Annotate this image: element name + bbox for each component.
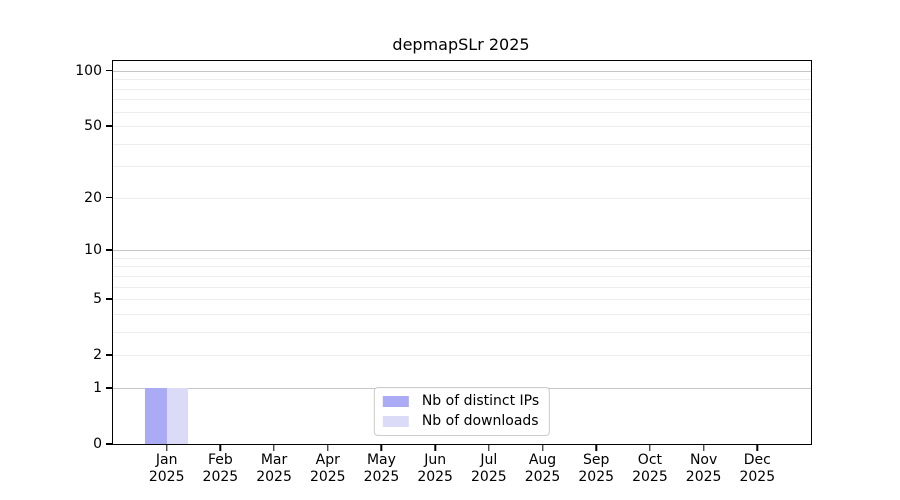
x-tick-month: Oct [637, 452, 663, 468]
bars-layer [113, 61, 811, 444]
minor-gridline [113, 111, 811, 113]
legend-label: Nb of distinct IPs [421, 393, 540, 409]
minor-gridline [113, 88, 811, 90]
minor-gridline [113, 143, 811, 145]
y-tick-label: 0 [93, 436, 102, 452]
x-tick-year: 2025 [578, 469, 615, 485]
chart-title: depmapSLr 2025 [392, 35, 530, 54]
x-tick-mark [649, 444, 651, 451]
x-tick-year: 2025 [309, 469, 346, 485]
legend-swatch [382, 415, 409, 427]
x-tick-year: 2025 [202, 469, 239, 485]
x-tick-label: Jan 2025 [149, 452, 185, 486]
x-tick-mark [380, 444, 383, 451]
minor-gridline [113, 79, 811, 81]
minor-gridline [113, 355, 811, 357]
y-tick-mark [106, 387, 113, 389]
x-tick-year: 2025 [685, 469, 722, 485]
minor-gridline [113, 299, 811, 301]
x-tick-mark [327, 444, 329, 451]
x-tick-mark [219, 444, 222, 451]
x-tick-month: Mar [260, 452, 288, 468]
minor-gridline [113, 286, 811, 288]
major-gridline [113, 250, 811, 252]
y-tick-mark [106, 197, 113, 199]
x-tick-year: 2025 [363, 469, 400, 485]
legend-swatch [382, 395, 409, 407]
y-tick-label: 50 [84, 118, 102, 135]
minor-gridline [113, 257, 811, 259]
minor-gridline [113, 197, 811, 199]
y-tick-mark [106, 125, 113, 127]
x-tick-month: Jan [155, 452, 178, 468]
y-tick-label: 10 [84, 242, 102, 259]
minor-gridline [113, 166, 811, 168]
plot-area: 0 1 2 5 10 20 50 100 Jan 2025 Feb 2025 Mar 2025 Apr 20… [75, 60, 812, 485]
x-tick-month: Feb [207, 452, 233, 468]
x-tick-mark [595, 444, 597, 451]
x-tick-month: Nov [689, 452, 718, 468]
x-tick-year: 2025 [524, 469, 561, 485]
y-tick-mark [106, 354, 113, 356]
minor-gridline [113, 266, 811, 268]
y-tick-mark [106, 70, 113, 72]
x-tick-year: 2025 [471, 469, 507, 485]
y-tick-label: 2 [93, 347, 102, 364]
x-tick-year: 2025 [256, 469, 292, 485]
x-tick-mark [756, 444, 758, 451]
x-tick-month: Apr [315, 452, 340, 468]
x-tick-year: 2025 [148, 469, 185, 485]
legend-entries: Nb of distinct IPs Nb of downloads [382, 393, 540, 429]
x-tick-mark [434, 444, 436, 451]
x-tick-label: Mar 2025 [256, 452, 292, 486]
legend-row: Nb of downloads [382, 413, 539, 429]
minor-gridline [113, 126, 811, 128]
x-tick-label: May 2025 [364, 452, 400, 486]
x-tick-label: Nov 2025 [686, 452, 722, 486]
minor-gridline [113, 313, 811, 315]
x-tick-label: Oct 2025 [632, 452, 668, 486]
x-tick-label: Feb 2025 [203, 452, 239, 486]
x-tick-year: 2025 [632, 469, 668, 485]
y-tick-mark [106, 249, 113, 251]
x-tick-label: Jun 2025 [417, 452, 453, 486]
y-tick-label: 20 [84, 189, 102, 206]
x-tick-mark [541, 444, 544, 451]
minor-gridline [113, 331, 811, 333]
x-axis-ticks: Jan 2025 Feb 2025 Mar 2025 Apr 2025 May 2025 Jun 20… [113, 61, 811, 485]
y-axis-ticks: 0 1 2 5 10 20 50 100 [75, 61, 811, 452]
x-tick-month: Jul [480, 452, 498, 468]
x-tick-month: Sep [583, 452, 610, 468]
x-tick-label: Aug 2025 [525, 452, 561, 486]
x-tick-month: May [366, 452, 396, 468]
legend-row: Nb of distinct IPs [382, 393, 540, 409]
y-tick-mark [106, 298, 113, 300]
minor-gridline [113, 99, 811, 101]
x-tick-mark [165, 444, 168, 451]
bar-distinct-ips [145, 387, 167, 444]
legend: Nb of distinct IPs Nb of downloads [373, 387, 551, 436]
bar-downloads [166, 387, 189, 444]
major-gridline [113, 70, 811, 72]
y-tick-mark [106, 443, 113, 445]
y-tick-label: 100 [75, 62, 102, 79]
x-tick-year: 2025 [417, 469, 453, 485]
y-tick-label: 1 [93, 379, 102, 396]
x-tick-mark [273, 444, 275, 451]
x-tick-mark [702, 444, 705, 451]
x-tick-month: Dec [743, 452, 771, 468]
x-tick-label: Sep 2025 [578, 452, 614, 486]
minor-gridline [113, 275, 811, 277]
x-tick-label: Jul 2025 [471, 452, 507, 486]
y-tick-label: 5 [93, 291, 102, 308]
x-tick-mark [488, 444, 490, 451]
x-tick-label: Dec 2025 [739, 452, 775, 486]
x-tick-label: Apr 2025 [310, 452, 346, 486]
x-tick-month: Aug [528, 452, 557, 468]
legend-label: Nb of downloads [421, 413, 539, 429]
x-tick-month: Jun [424, 452, 447, 468]
x-tick-year: 2025 [739, 469, 776, 485]
